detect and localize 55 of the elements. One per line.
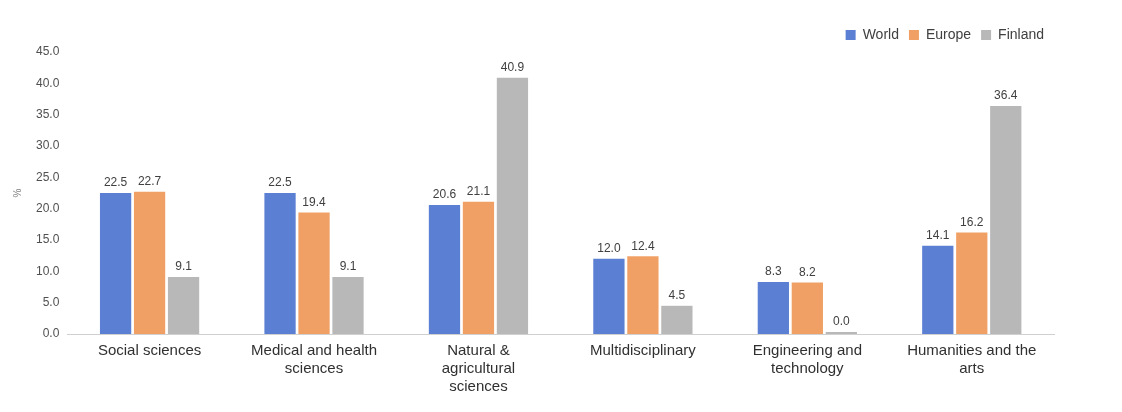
y-tick-label: 40.0 <box>36 75 60 90</box>
bar <box>428 204 461 334</box>
data-label: 4.5 <box>668 288 686 303</box>
data-label: 12.4 <box>631 238 655 253</box>
data-label: 19.4 <box>302 194 327 209</box>
data-label: 9.1 <box>339 259 357 274</box>
y-tick-label: 35.0 <box>36 106 60 121</box>
data-label: 22.5 <box>268 175 293 190</box>
bar <box>922 245 954 334</box>
data-label: 40.9 <box>500 60 525 75</box>
data-label: 22.5 <box>103 175 128 190</box>
data-label: 16.2 <box>960 214 984 229</box>
legend-label: Finland <box>998 25 1044 42</box>
data-label: 9.1 <box>175 259 193 274</box>
y-axis-title: % <box>11 188 23 198</box>
data-label: 0.0 <box>832 314 850 329</box>
data-label: 21.1 <box>466 184 491 199</box>
bar <box>133 191 166 334</box>
y-tick-label: 5.0 <box>42 294 60 309</box>
x-tick-label: Engineering and technology <box>752 341 862 377</box>
bar <box>990 105 1022 334</box>
data-label: 36.4 <box>994 88 1018 103</box>
y-tick-label: 0.0 <box>42 326 60 341</box>
bar <box>298 212 330 334</box>
y-tick-label: 45.0 <box>36 44 60 59</box>
y-tick-label: 25.0 <box>36 169 60 184</box>
bar <box>956 232 988 334</box>
data-label: 12.0 <box>597 241 621 256</box>
bar <box>757 281 789 334</box>
legend-label: World <box>862 25 899 42</box>
x-tick-label: Natural & agricultural sciences <box>441 341 516 395</box>
bar <box>593 258 625 334</box>
data-label: 20.6 <box>432 187 457 202</box>
data-label: 8.2 <box>799 264 816 279</box>
bar <box>462 201 495 334</box>
bar <box>661 305 693 334</box>
y-tick-label: 15.0 <box>36 232 60 247</box>
bar <box>99 193 132 334</box>
y-tick-label: 20.0 <box>36 200 60 215</box>
bar <box>167 276 200 334</box>
data-label: 22.7 <box>137 174 162 189</box>
bar <box>496 77 529 334</box>
y-tick-label: 10.0 <box>36 263 60 278</box>
data-label: 14.1 <box>926 227 950 242</box>
x-tick-label: Humanities and the arts <box>907 341 1037 377</box>
bar <box>627 256 659 334</box>
bar <box>332 276 364 334</box>
x-tick-label: Multidisciplinary <box>589 341 697 359</box>
bar <box>264 193 296 334</box>
data-label: 8.3 <box>765 264 783 279</box>
legend-label: Europe <box>925 25 972 42</box>
bar <box>791 282 823 334</box>
x-tick-label: Social sciences <box>97 341 202 359</box>
y-tick-label: 30.0 <box>36 138 60 153</box>
x-tick-label: Medical and health sciences <box>251 341 377 377</box>
